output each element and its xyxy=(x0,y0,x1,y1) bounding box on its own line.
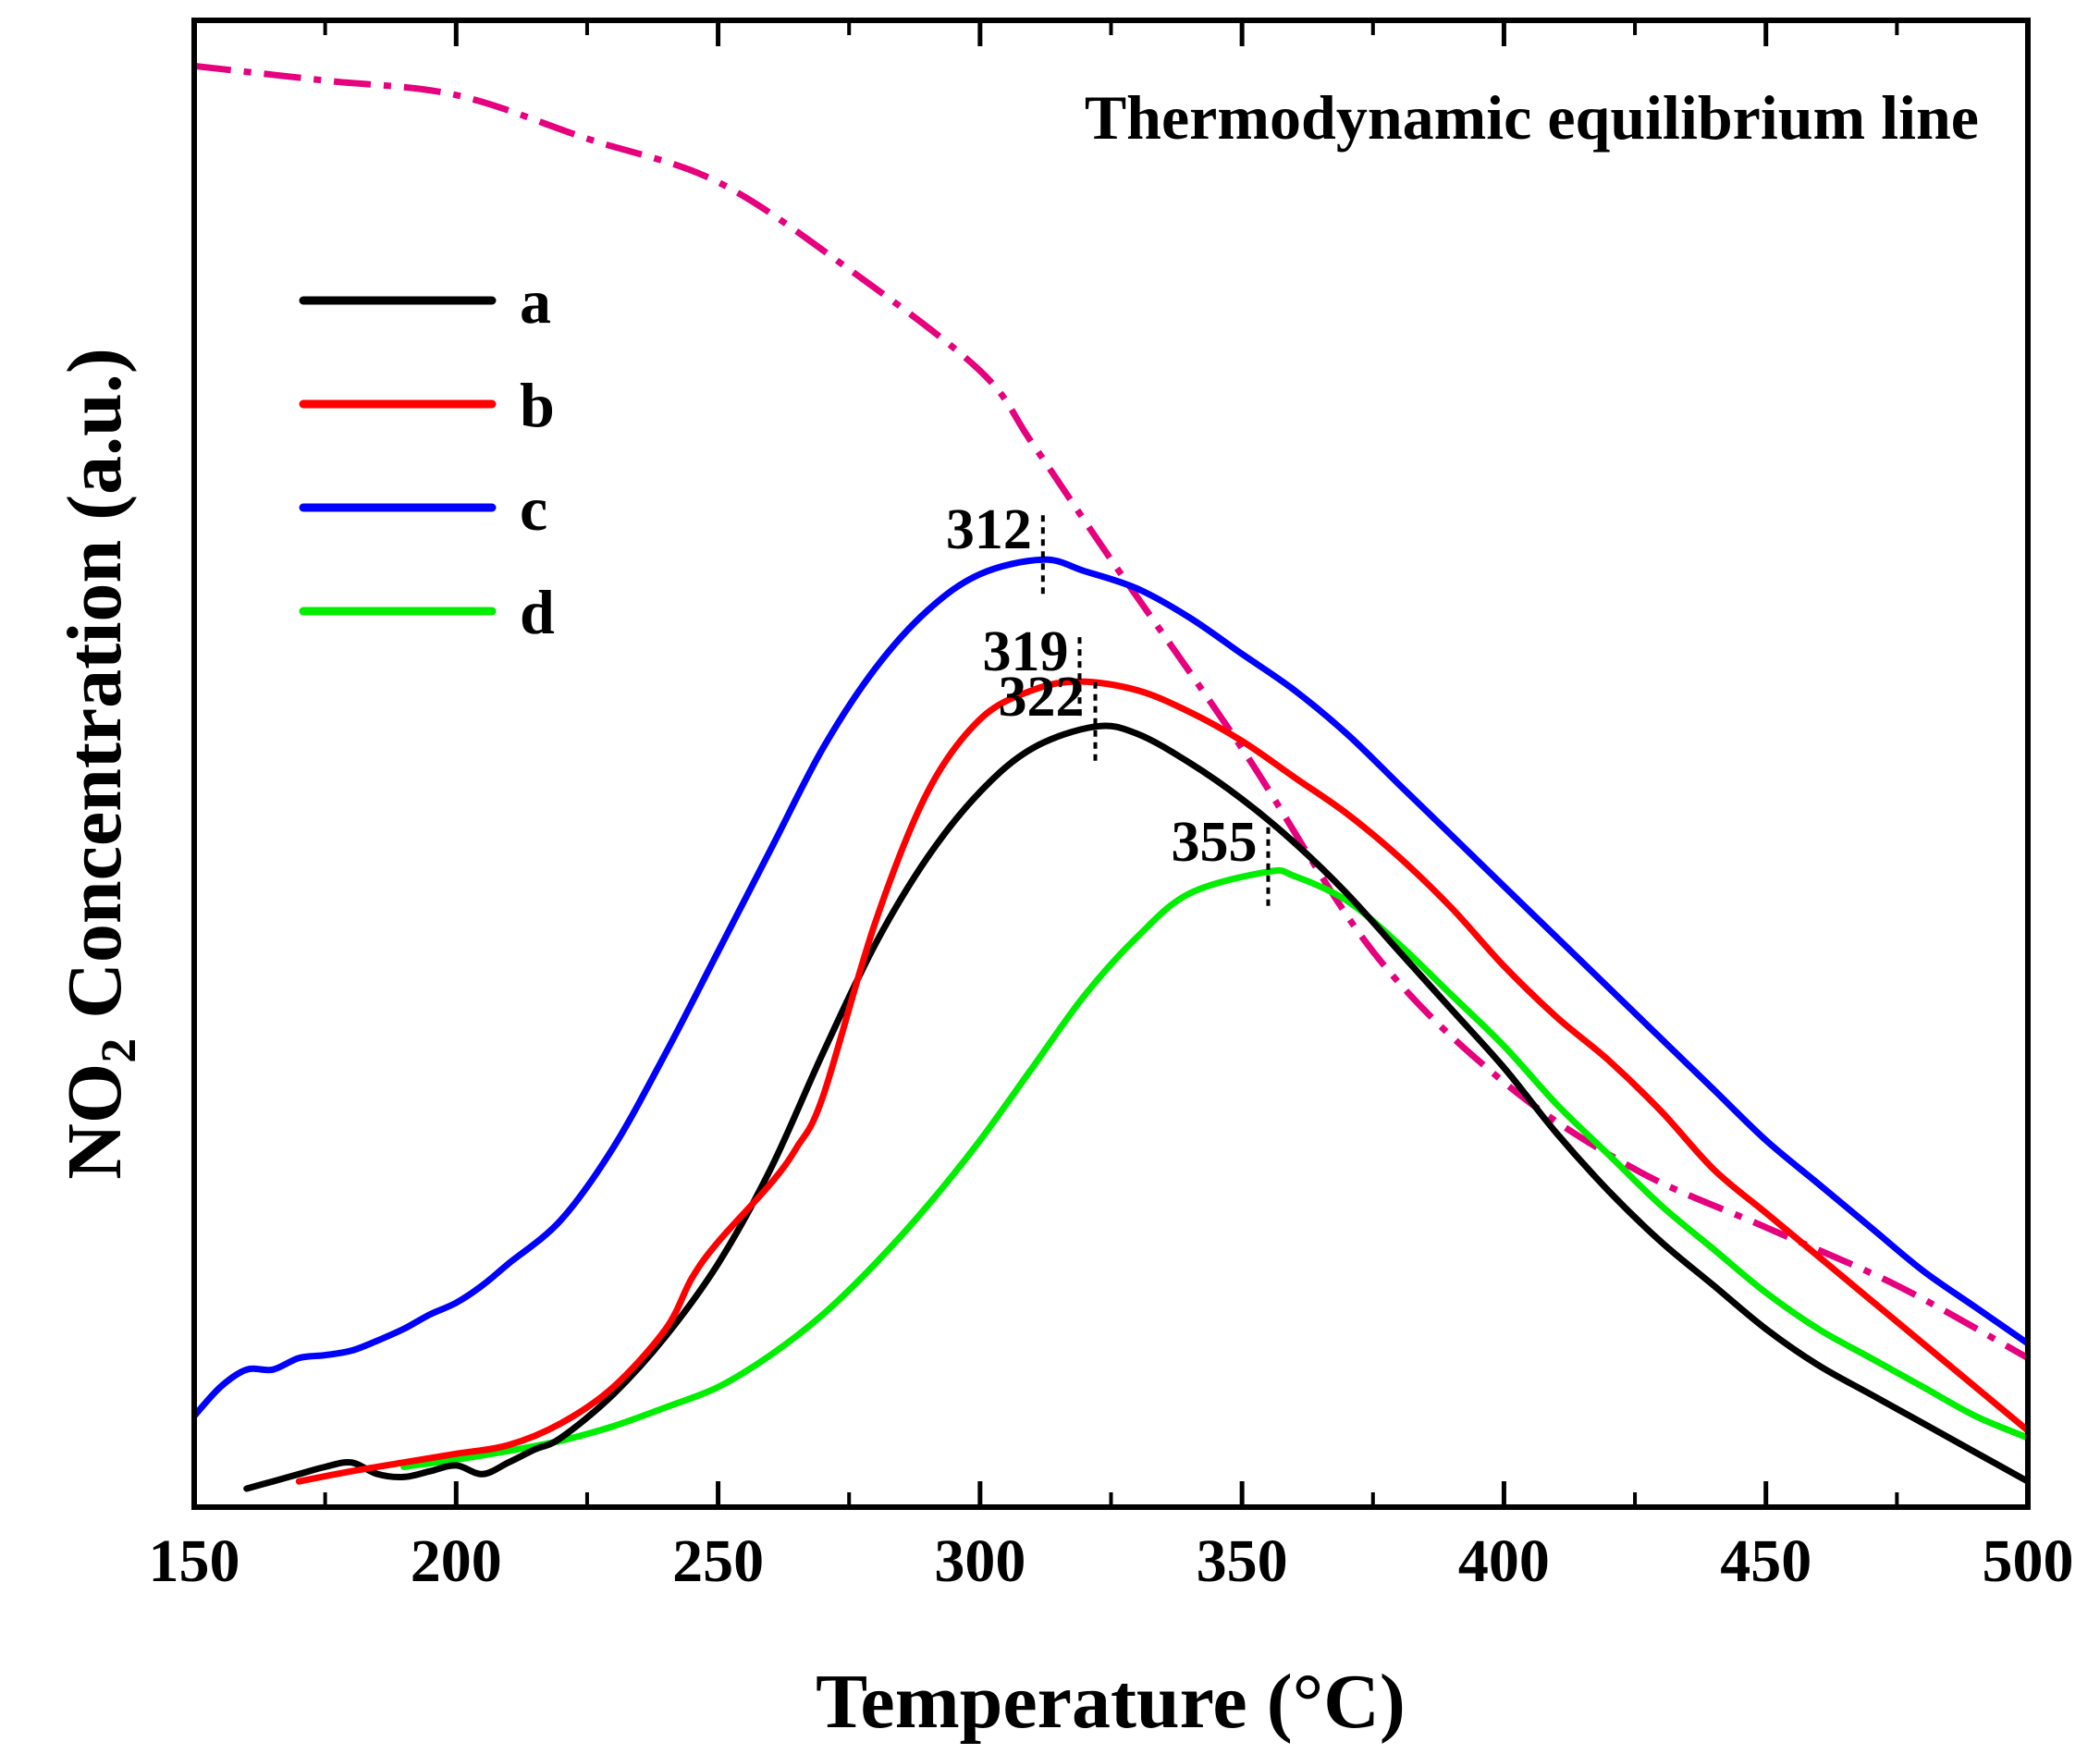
peak-label-b: 319 xyxy=(983,620,1069,683)
series-line-a xyxy=(243,722,2028,1492)
y-axis-title: NO2 Concentration (a.u.) xyxy=(52,348,146,1180)
x-axis-title: Temperature (°C) xyxy=(816,1659,1406,1745)
y-axis-title-prefix: NO xyxy=(52,1063,138,1180)
x-tick-label-150: 150 xyxy=(149,1527,240,1595)
series-line-equilibrium xyxy=(194,62,2028,1361)
legend-label-c: c xyxy=(520,473,547,544)
legend-label-a: a xyxy=(520,266,551,337)
peak-label-a: 322 xyxy=(999,666,1085,729)
peak-label-c: 312 xyxy=(946,498,1032,561)
equilibrium-annotation: Thermodynamic equilibrium line xyxy=(1085,82,1979,153)
x-tick-label-200: 200 xyxy=(411,1527,502,1595)
y-axis-title-subscript: 2 xyxy=(91,1038,146,1063)
x-tick-label-500: 500 xyxy=(1983,1527,2074,1595)
x-tick-label-350: 350 xyxy=(1197,1527,1288,1595)
x-tick-label-300: 300 xyxy=(934,1527,1025,1595)
y-axis-title-suffix: Concentration (a.u.) xyxy=(52,348,138,1038)
x-tick-label-250: 250 xyxy=(672,1527,764,1595)
x-axis-ticks: 150 200 250 300 350 400 450 500 xyxy=(149,20,2074,1595)
peak-label-d: 355 xyxy=(1171,811,1257,874)
x-tick-label-450: 450 xyxy=(1720,1527,1811,1595)
legend-label-b: b xyxy=(520,370,555,440)
legend-label-d: d xyxy=(520,577,555,647)
series-line-d xyxy=(400,866,2028,1470)
series-line-c xyxy=(194,556,2028,1419)
x-tick-label-400: 400 xyxy=(1458,1527,1550,1595)
